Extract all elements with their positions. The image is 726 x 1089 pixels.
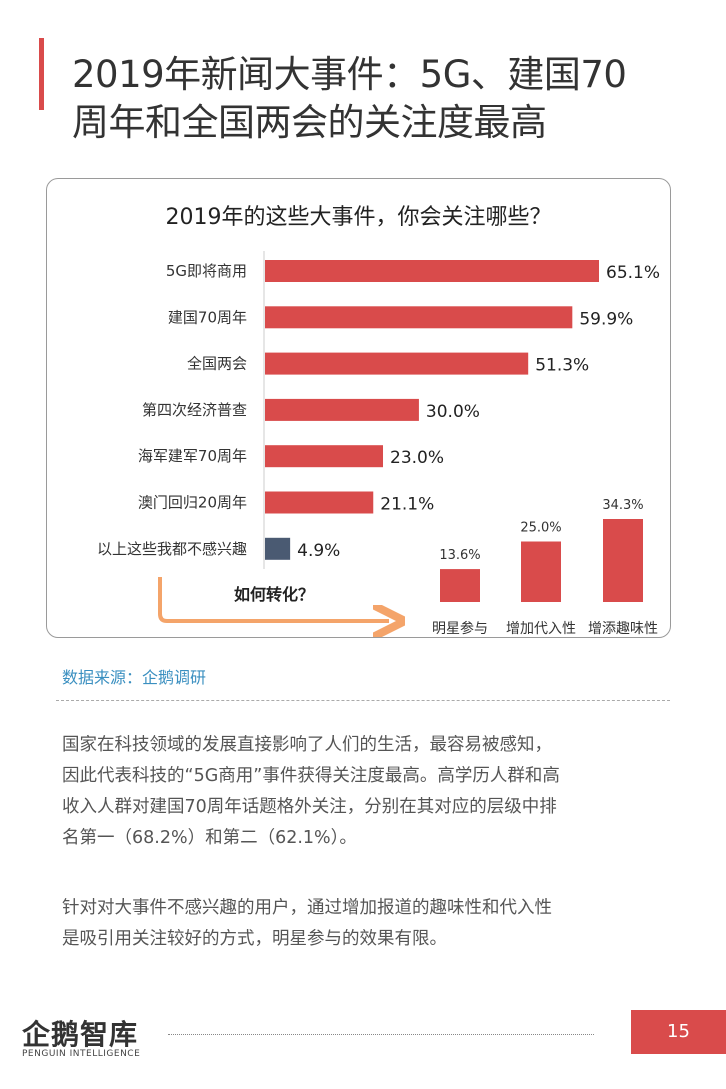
column-bar [603, 519, 643, 602]
logo: 企鹅智库 [22, 1018, 139, 1051]
logo-subtext: PENGUIN INTELLIGENCE [22, 1049, 141, 1059]
bar-value-label: 21.1% [380, 495, 434, 515]
category-label: 澳门回归20周年 [138, 494, 247, 512]
page-title-line-2: 周年和全国两会的关注度最高 [72, 101, 547, 144]
category-label: 全国两会 [187, 355, 247, 373]
arrow-label: 如何转化？ [234, 585, 314, 604]
column-category-label: 增添趣味性 [588, 621, 658, 637]
chart-svg: 5G即将商用 65.1% 建国70周年 59.9% 全国两会 51.3% 第四次经济普查 30… [97, 251, 660, 637]
bar [265, 537, 291, 560]
bar [265, 352, 529, 375]
bar [265, 260, 599, 282]
page-title-line-1: 2019年新闻大事件：5G、建国70 [72, 53, 627, 96]
divider [56, 700, 670, 701]
column-bar [440, 569, 480, 602]
paragraph-1-line: 因此代表科技的“5G商用”事件获得关注度最高。高学历人群和高 [62, 766, 560, 786]
footer-divider [168, 1034, 594, 1035]
column-value-label: 34.3% [602, 498, 643, 513]
chart-title: 2019年的这些大事件，你会关注哪些？ [165, 205, 552, 230]
title-accent-bar [39, 38, 44, 110]
page-number: 15 [631, 1010, 726, 1054]
paragraph-1-line: 名第一（68.2%）和第二（62.1%）。 [62, 828, 357, 848]
column-category-label: 明星参与 [432, 620, 488, 637]
column-bar [521, 541, 561, 602]
bar [265, 445, 384, 468]
category-label: 建国70周年 [168, 308, 247, 326]
bar [265, 306, 573, 329]
paragraph-1: 国家在科技领域的发展直接影响了人们的生活，最容易被感知， 因此代表科技的“5G商… [62, 730, 682, 854]
bar-value-label: 65.1% [606, 263, 660, 283]
bar [265, 398, 419, 421]
paragraph-2-line: 针对对大事件不感兴趣的用户，通过增加报道的趣味性和代入性 [62, 898, 552, 918]
column-value-label: 25.0% [520, 521, 561, 536]
column-category-label: 增加代入性 [506, 621, 576, 637]
paragraph-1-line: 国家在科技领域的发展直接影响了人们的生活，最容易被感知， [62, 735, 552, 755]
paragraph-2: 针对对大事件不感兴趣的用户，通过增加报道的趣味性和代入性 是吸引用关注较好的方式… [62, 893, 682, 955]
data-source: 数据来源：企鹅调研 [62, 668, 207, 687]
bar-value-label: 23.0% [390, 448, 444, 468]
paragraph-1-line: 收入人群对建国70周年话题格外关注，分别在其对应的层级中排 [62, 797, 557, 817]
category-label: 海军建军70周年 [138, 447, 247, 465]
bar [265, 491, 374, 514]
bar-value-label: 59.9% [579, 309, 633, 329]
category-label: 第四次经济普查 [142, 401, 247, 419]
bar-value-label: 30.0% [426, 402, 480, 422]
bar-value-label: 51.3% [535, 356, 589, 376]
paragraph-2-line: 是吸引用关注较好的方式，明星参与的效果有限。 [62, 929, 447, 949]
category-label: 以上这些我都不感兴趣 [97, 540, 247, 558]
transition-arrow [158, 577, 389, 621]
category-label: 5G即将商用 [166, 262, 247, 280]
chart-panel: 2019年的这些大事件，你会关注哪些？ 5G即将商用 65.1% 建国70周年 59.… [46, 178, 671, 638]
bar-value-label: 4.9% [297, 541, 340, 561]
column-value-label: 13.6% [439, 548, 480, 563]
